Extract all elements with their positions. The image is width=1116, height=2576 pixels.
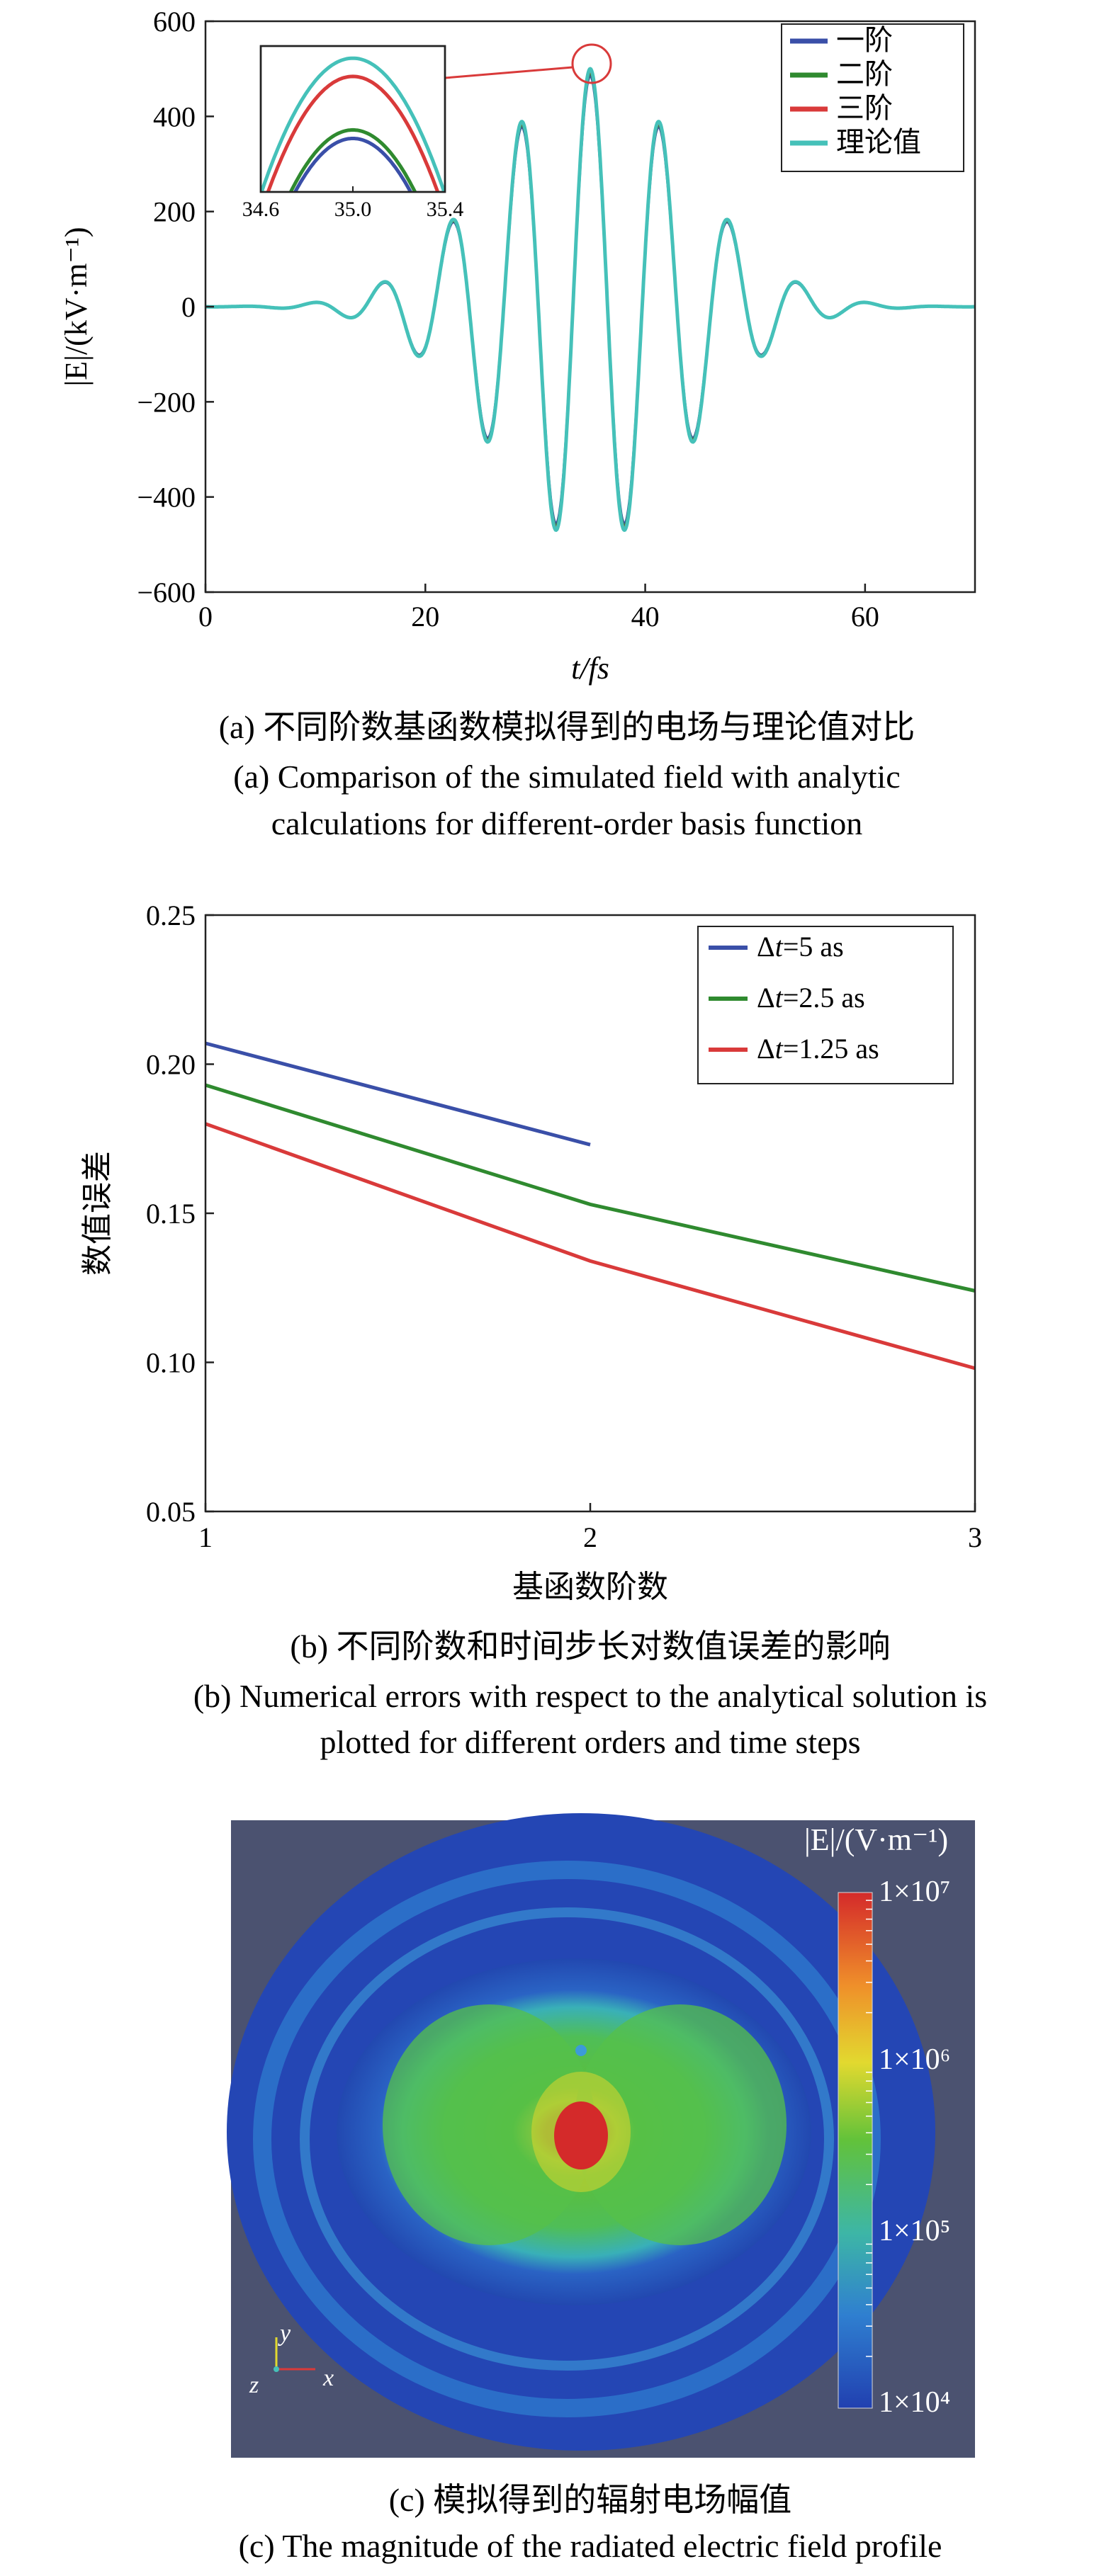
panel-a-y-axis-label: |E|/(kV·m⁻¹) [59, 227, 94, 386]
panel-a-series [205, 67, 975, 533]
axes-triad-z: z [249, 2372, 259, 2398]
panel-a-caption-en-2: calculations for different-order basis f… [271, 805, 863, 841]
inset-series-2 [288, 127, 417, 192]
panel-b-caption-en-1: (b) Numerical errors with respect to the… [193, 1678, 987, 1714]
panel-b-legend: Δt=5 as Δt=2.5 as Δt=1.25 as [697, 926, 954, 1084]
panel-a-x-tick-label: 40 [631, 601, 660, 632]
panel-b-y-tick-label: 0.20 [146, 1049, 196, 1081]
panel-a-series-4 [205, 67, 975, 533]
panel-b-legend-box [697, 926, 954, 1084]
inset-series [261, 56, 445, 192]
panel-c: |E|/(V·m⁻¹) 1×10⁷ 1×10⁶ 1×10⁵ 1×10⁴ y z … [227, 1813, 975, 2564]
panel-a-x-tick-label: 20 [411, 601, 439, 632]
axes-triad-y: y [278, 2320, 291, 2347]
colorbar-minor-ticks [866, 1900, 872, 2357]
field-pattern [253, 1861, 881, 2417]
field-hotspot [554, 2101, 608, 2169]
panel-a-y-tick-label: −200 [137, 386, 196, 418]
inset-frame [259, 45, 446, 193]
zoom-callout-line [444, 66, 573, 79]
panel-a-y-tick-label: 0 [181, 291, 196, 323]
panel-a-legend-label: 二阶 [836, 58, 893, 90]
panel-a: 0 20 40 60 600 400 200 0 −200 −400 −600 34.6 35.0 35… [59, 6, 976, 841]
panel-b-caption-en-2: plotted for different orders and time st… [320, 1724, 860, 1760]
panel-b-legend-label: Δt=5 as [757, 931, 844, 963]
panel-b-series-3 [205, 1122, 976, 1371]
axes-triad-x: x [322, 2365, 334, 2391]
colorbar-tick-1e6: 1×10⁶ [879, 2043, 950, 2076]
panel-a-y-tick-label: 400 [153, 101, 196, 132]
inset-series-1 [293, 137, 413, 192]
panel-a-legend-box [781, 23, 964, 172]
panel-b-y-axis-label: 数值误差 [80, 1151, 115, 1276]
panel-a-y-tick-label: −400 [137, 482, 196, 514]
panel-a-y-tick-label: 600 [153, 6, 196, 38]
panel-a-legend-label: 理论值 [836, 126, 921, 158]
panel-b-series [205, 1041, 976, 1371]
panel-b-x-tick-label: 3 [968, 1521, 982, 1553]
inset-x-tick-label: 34.6 [242, 198, 280, 221]
colorbar-title: |E|/(V·m⁻¹) [804, 1822, 948, 1857]
panel-a-x-tick-label: 0 [198, 601, 213, 632]
panel-b-x-axis-label: 基函数阶数 [512, 1570, 668, 1604]
panel-b-y-tick-label: 0.15 [146, 1198, 196, 1230]
panel-a-x-axis-label: t/fs [571, 651, 609, 686]
panel-b-series-2 [205, 1083, 976, 1293]
zoom-callout-circle [571, 43, 612, 84]
inset-series-3 [266, 74, 440, 192]
panel-b: 1 2 3 0.25 0.20 0.15 0.10 0.05 Δt=5 as Δt=2.5 as… [80, 900, 987, 1760]
panel-b-legend-label: Δt=1.25 as [757, 1033, 879, 1065]
panel-a-caption-cn: (a) 不同阶数基函数模拟得到的电场与理论值对比 [219, 709, 915, 745]
panel-b-caption-cn: (b) 不同阶数和时间步长对数值误差的影响 [290, 1628, 890, 1664]
panel-a-legend-label: 一阶 [836, 24, 893, 56]
inset-ticks: 34.6 35.0 35.4 [242, 186, 464, 221]
axes-triad: y z x [249, 2320, 334, 2398]
panel-a-x-tick-label: 60 [851, 601, 879, 632]
colorbar-tick-1e4: 1×10⁴ [879, 2386, 950, 2419]
panel-a-legend-label: 三阶 [836, 92, 893, 124]
colorbar [838, 1892, 873, 2409]
colorbar-tick-1e7: 1×10⁷ [879, 1876, 950, 1908]
panel-b-y-tick-label: 0.10 [146, 1347, 196, 1379]
panel-b-ticks: 1 2 3 0.25 0.20 0.15 0.10 0.05 [146, 900, 982, 1553]
panel-a-y-tick-label: −600 [137, 577, 196, 608]
panel-b-y-tick-label: 0.25 [146, 900, 196, 931]
panel-a-ticks: 0 20 40 60 600 400 200 0 −200 −400 −600 [137, 6, 879, 632]
panel-b-y-tick-label: 0.05 [146, 1496, 196, 1528]
panel-b-x-tick-label: 1 [198, 1521, 213, 1553]
panel-c-caption-cn: (c) 模拟得到的辐射电场幅值 [389, 2482, 792, 2518]
panel-b-x-tick-label: 2 [583, 1521, 597, 1553]
inset-series-4 [261, 56, 445, 192]
inset-x-tick-label: 35.0 [334, 198, 372, 221]
panel-a-y-tick-label: 200 [153, 196, 196, 228]
inset-x-tick-label: 35.4 [427, 198, 464, 221]
colorbar-tick-1e5: 1×10⁵ [879, 2215, 950, 2247]
panel-b-series-1 [205, 1041, 591, 1147]
panel-a-caption-en-1: (a) Comparison of the simulated field wi… [233, 759, 900, 795]
panel-c-caption-en: (c) The magnitude of the radiated electr… [239, 2528, 942, 2564]
panel-b-legend-label: Δt=2.5 as [757, 982, 865, 1014]
